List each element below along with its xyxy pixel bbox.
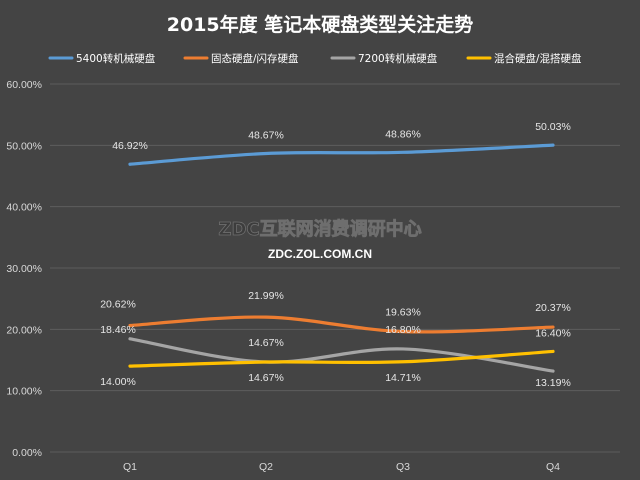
watermark-sub: ZDC.ZOL.COM.CN — [268, 247, 372, 261]
legend-item: 固态硬盘/闪存硬盘 — [183, 52, 299, 65]
data-labels: 46.92% 48.67% 48.86% 50.03% 20.62% 21.99% 19.6… — [100, 121, 571, 389]
data-label: 48.67% — [248, 129, 284, 141]
legend-item: 5400转机械硬盘 — [48, 52, 156, 65]
data-label: 14.71% — [385, 372, 421, 384]
y-tick-label: 10.00% — [6, 386, 42, 398]
data-label: 18.46% — [100, 324, 136, 336]
data-label: 16.40% — [535, 327, 571, 339]
series-lines — [128, 143, 555, 373]
legend-item: 7200转机械硬盘 — [330, 52, 438, 65]
data-label: 20.37% — [535, 302, 571, 314]
legend-label: 5400转机械硬盘 — [76, 52, 156, 65]
y-tick-label: 60.00% — [6, 79, 42, 91]
data-label: 50.03% — [535, 121, 571, 133]
legend-label: 固态硬盘/闪存硬盘 — [211, 52, 299, 65]
series-line — [128, 143, 555, 166]
x-axis: Q1 Q2 Q3 Q4 — [123, 461, 560, 473]
legend-label: 7200转机械硬盘 — [358, 52, 438, 65]
series-line — [128, 349, 555, 368]
y-axis: 0.00% 10.00% 20.00% 30.00% 40.00% 50.00% 60.00… — [6, 79, 42, 459]
legend: 5400转机械硬盘 固态硬盘/闪存硬盘 7200转机械硬盘 混合硬盘/混搭硬盘 — [48, 52, 582, 65]
y-tick-label: 30.00% — [6, 263, 42, 275]
data-label: 13.19% — [535, 377, 571, 389]
x-tick-label: Q3 — [396, 461, 410, 473]
y-tick-label: 20.00% — [6, 324, 42, 336]
data-label: 20.62% — [100, 299, 136, 311]
data-label: 19.63% — [385, 307, 421, 319]
data-label: 14.67% — [248, 337, 284, 349]
x-tick-label: Q1 — [123, 461, 137, 473]
legend-item: 混合硬盘/混搭硬盘 — [466, 52, 582, 65]
data-label: 14.00% — [100, 376, 136, 388]
watermark: ZDC互联网消费调研中心 ZDC.ZOL.COM.CN — [218, 218, 422, 261]
legend-label: 混合硬盘/混搭硬盘 — [494, 52, 582, 65]
data-label: 48.86% — [385, 128, 421, 140]
y-tick-label: 50.00% — [6, 140, 42, 152]
series-line — [128, 315, 555, 334]
x-tick-label: Q2 — [259, 461, 273, 473]
chart-title: 2015年度 笔记本硬盘类型关注走势 — [167, 13, 474, 36]
data-label: 16.80% — [385, 324, 421, 336]
x-tick-label: Q4 — [546, 461, 560, 473]
data-label: 21.99% — [248, 290, 284, 302]
y-tick-label: 40.00% — [6, 202, 42, 214]
watermark-main: ZDC互联网消费调研中心 — [218, 218, 421, 240]
data-label: 14.67% — [248, 372, 284, 384]
y-tick-label: 0.00% — [12, 447, 42, 459]
series-line — [128, 337, 555, 373]
data-label: 46.92% — [112, 140, 148, 152]
